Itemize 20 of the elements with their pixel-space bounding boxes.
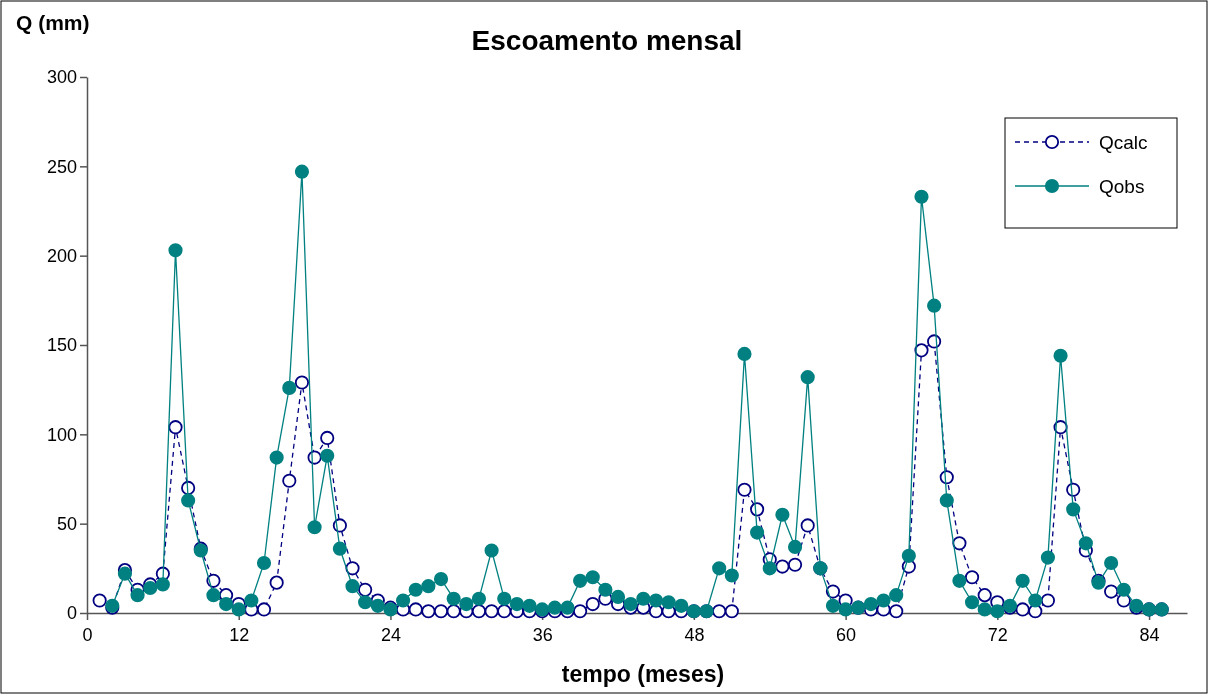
- x-axis-title: tempo (meses): [561, 661, 725, 687]
- legend-label: Qobs: [1099, 176, 1145, 197]
- x-tick-label: 12: [229, 625, 250, 645]
- x-tick-label: 84: [1139, 625, 1160, 645]
- legend-label: Qcalc: [1099, 132, 1148, 153]
- y-tick-label: 0: [66, 603, 77, 624]
- x-tick-label: 72: [987, 625, 1008, 645]
- y-tick-label: 150: [46, 335, 77, 356]
- x-tick-label: 24: [380, 625, 401, 645]
- y-axis-title: Q (mm): [16, 11, 90, 34]
- y-tick-label: 200: [46, 245, 77, 266]
- chart-title: Escoamento mensal: [471, 25, 743, 56]
- x-tick-label: 48: [684, 625, 705, 645]
- y-tick-label: 50: [56, 513, 77, 534]
- x-tick-label: 60: [836, 625, 857, 645]
- y-tick-label: 300: [46, 67, 77, 88]
- y-tick-label: 100: [46, 424, 77, 445]
- y-tick-label: 250: [46, 156, 77, 177]
- x-tick-label: 36: [532, 625, 553, 645]
- x-tick-label: 0: [82, 625, 93, 645]
